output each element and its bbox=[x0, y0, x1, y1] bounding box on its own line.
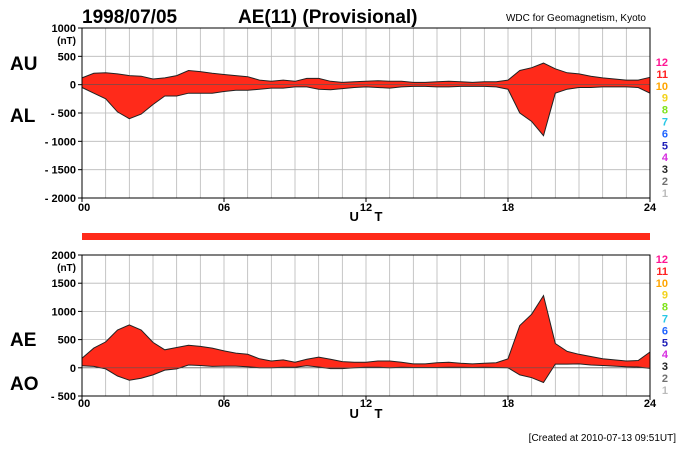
x-tick-label: 06 bbox=[218, 202, 230, 214]
y-tick-label: 500 bbox=[58, 51, 76, 63]
station-count-label: 1 bbox=[662, 385, 668, 397]
envelope-area bbox=[82, 295, 650, 383]
station-count-label: 11 bbox=[656, 266, 668, 278]
x-tick-label: 00 bbox=[78, 398, 90, 410]
x-tick-label: 18 bbox=[502, 202, 514, 214]
panel-ae-label: AE bbox=[10, 330, 36, 351]
y-tick-label: 1000 bbox=[52, 23, 76, 35]
station-count-label: 2 bbox=[662, 176, 668, 188]
panel-ao-label: AO bbox=[10, 374, 39, 395]
station-count-label: 3 bbox=[662, 164, 668, 176]
station-count-label: 12 bbox=[656, 57, 668, 69]
ae-ao-panel: 2000 1500 1000 500 0 - 500 (nT) 00 06 12 18 24 U T bbox=[51, 250, 657, 421]
envelope-area bbox=[82, 63, 650, 136]
station-count-label: 10 bbox=[656, 278, 668, 290]
station-count-label: 9 bbox=[662, 93, 668, 105]
panel-al-label: AL bbox=[10, 106, 36, 127]
au-al-panel: 1000 500 0 - 500 - 1000 - 1500 - 2000 (nT) 00 06 1… bbox=[45, 23, 657, 224]
station-count-label: 10 bbox=[656, 81, 668, 93]
y-tick-label: - 1000 bbox=[45, 136, 76, 148]
x-tick-label: 24 bbox=[644, 398, 657, 410]
station-count-label: 8 bbox=[662, 302, 668, 314]
x-axis-label: U T bbox=[350, 209, 389, 224]
station-count-label: 11 bbox=[656, 69, 668, 81]
x-tick-label: 06 bbox=[218, 398, 230, 410]
y-tick-label: 500 bbox=[58, 335, 76, 347]
station-count-label: 4 bbox=[662, 349, 669, 361]
station-count-label: 4 bbox=[662, 152, 669, 164]
series-line-au bbox=[81, 62, 651, 83]
station-count-label: 3 bbox=[662, 361, 668, 373]
station-count-label: 1 bbox=[662, 188, 668, 200]
y-tick-label: - 500 bbox=[51, 391, 76, 403]
x-axis-label: U T bbox=[350, 406, 389, 421]
panel-au-label: AU bbox=[10, 54, 37, 75]
y-tick-label: 0 bbox=[70, 363, 76, 375]
x-tick-label: 18 bbox=[502, 398, 514, 410]
y-tick-label: 2000 bbox=[52, 250, 76, 262]
x-tick-label: 12 bbox=[360, 398, 372, 410]
y-tick-label: 0 bbox=[70, 80, 76, 92]
station-count-label: 8 bbox=[662, 105, 668, 117]
separator-bar bbox=[82, 233, 650, 240]
station-count-label: 5 bbox=[662, 337, 668, 349]
y-tick-label: - 2000 bbox=[45, 193, 76, 205]
station-count-label: 5 bbox=[662, 140, 668, 152]
station-count-label: 7 bbox=[662, 314, 668, 326]
x-tick-label: 24 bbox=[644, 202, 657, 214]
y-tick-label: - 1500 bbox=[45, 165, 76, 177]
date-title: 1998/07/05 bbox=[82, 7, 178, 28]
series-line-ao bbox=[81, 363, 651, 384]
x-tick-label: 00 bbox=[78, 202, 90, 214]
station-count-label: 7 bbox=[662, 117, 668, 129]
organization-label: WDC for Geomagnetism, Kyoto bbox=[506, 13, 646, 24]
chart-title: AE(11) (Provisional) bbox=[238, 7, 418, 28]
station-count-label: 2 bbox=[662, 373, 668, 385]
series-line-ae bbox=[81, 294, 651, 365]
x-tick-label: 12 bbox=[360, 202, 372, 214]
y-tick-label: - 500 bbox=[51, 108, 76, 120]
y-unit-label: (nT) bbox=[57, 36, 76, 47]
station-count-label: 6 bbox=[662, 325, 668, 337]
created-timestamp: [Created at 2010-07-13 09:51UT] bbox=[529, 433, 677, 444]
station-count-label: 6 bbox=[662, 128, 668, 140]
y-tick-label: 1000 bbox=[52, 306, 76, 318]
station-count-label: 12 bbox=[656, 254, 668, 266]
y-unit-label: (nT) bbox=[57, 263, 76, 274]
y-tick-label: 1500 bbox=[52, 278, 76, 290]
series-line-al bbox=[81, 85, 651, 137]
station-count-label: 9 bbox=[662, 290, 668, 302]
